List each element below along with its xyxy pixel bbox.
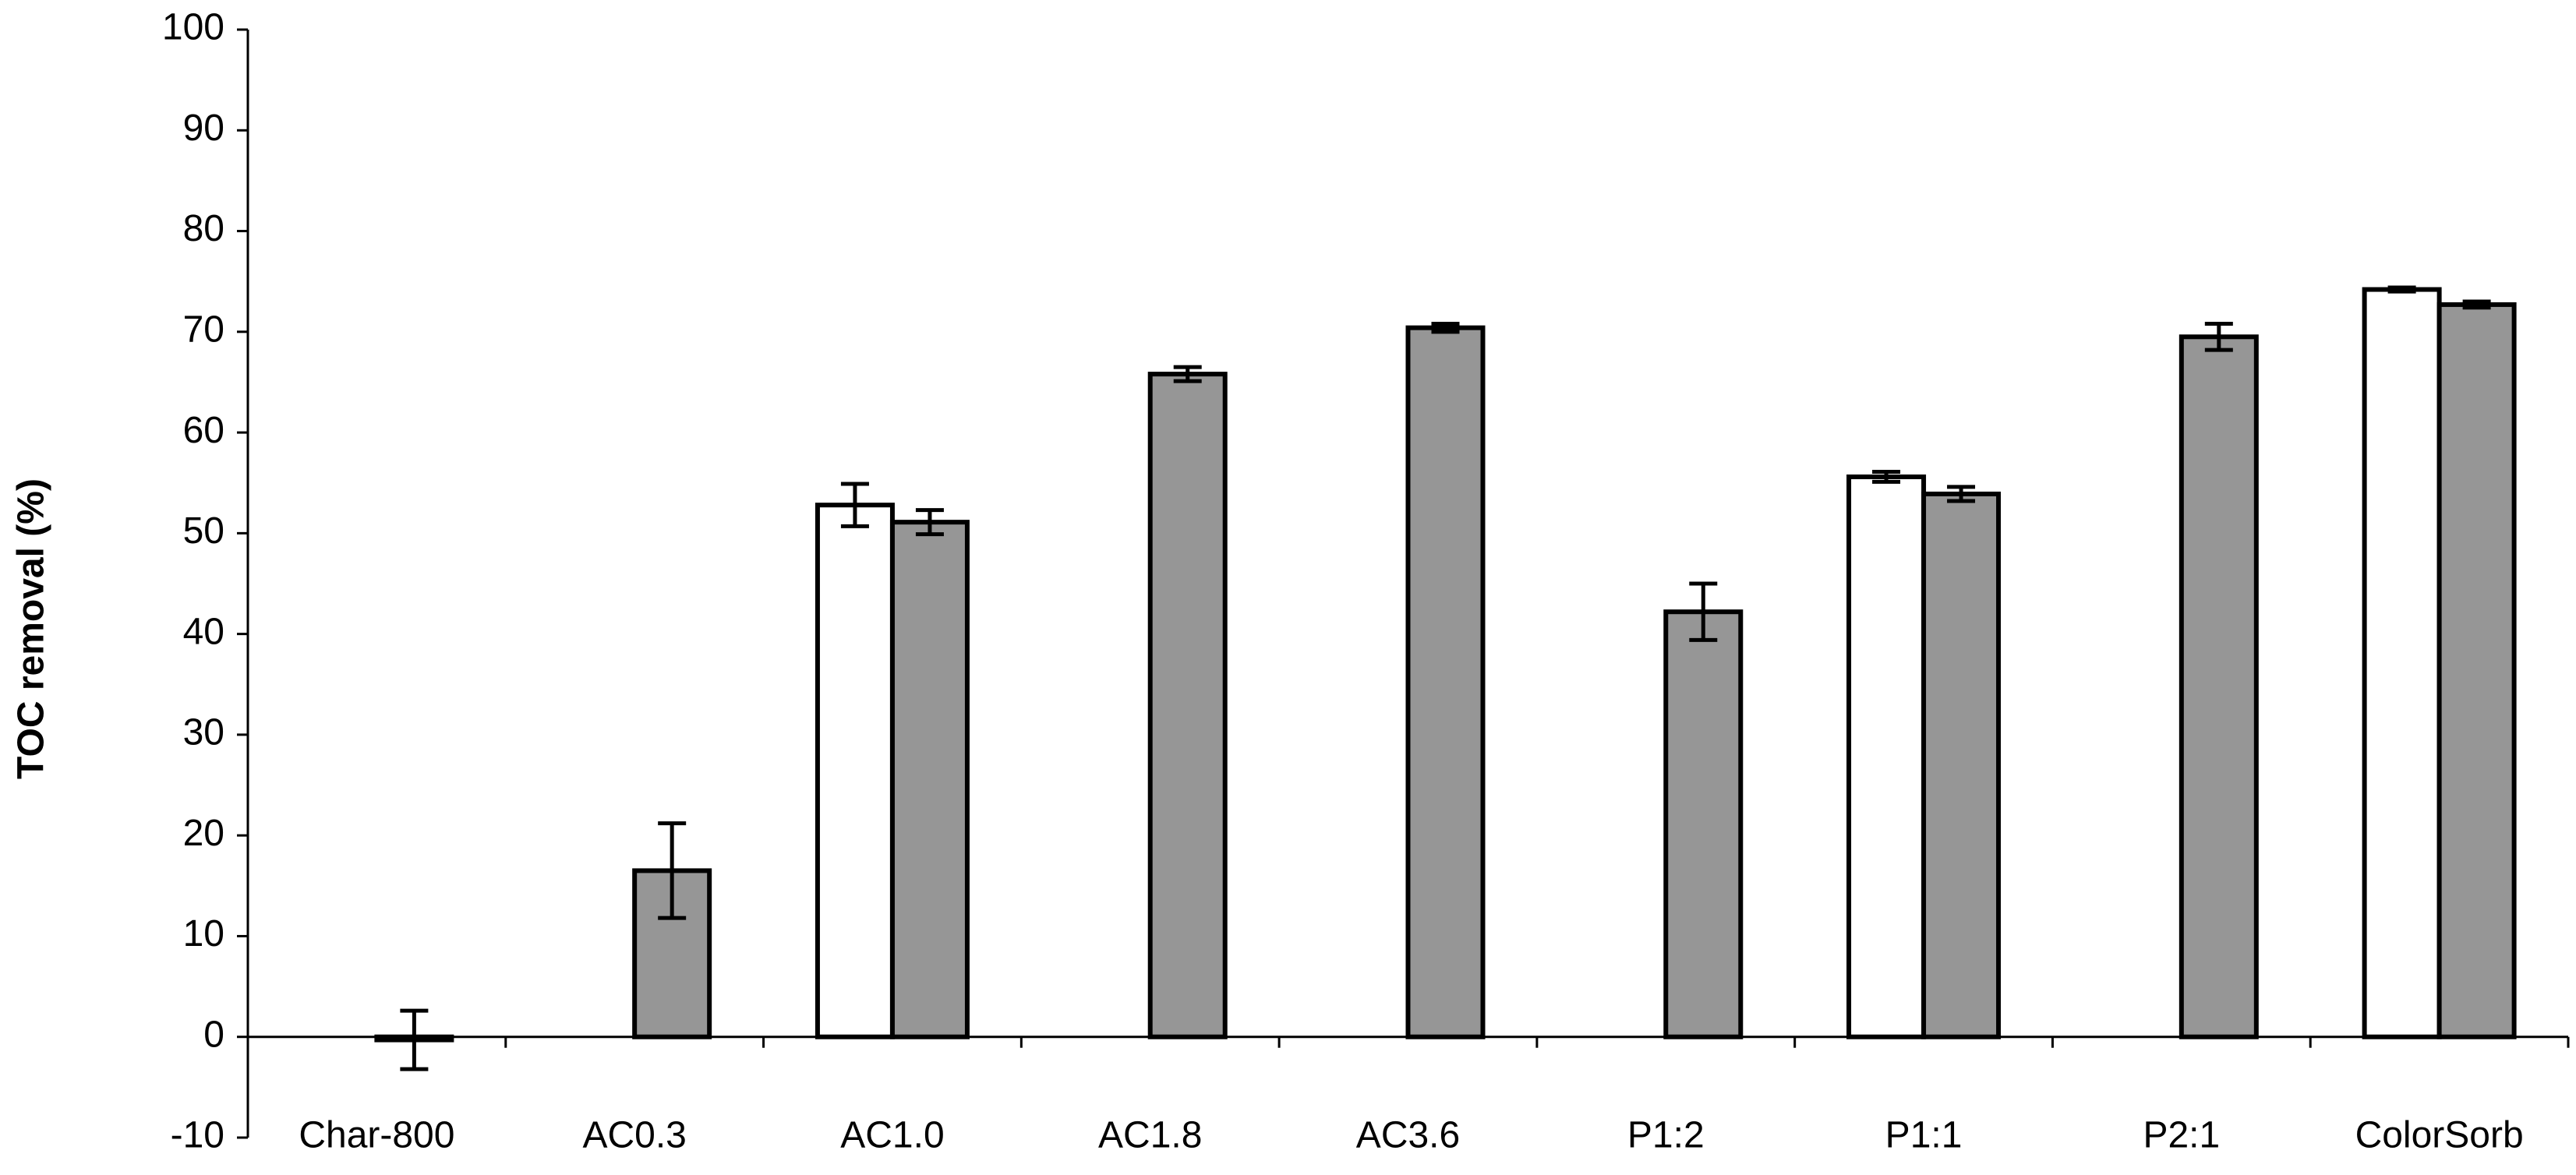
x-category-label: P2:1 <box>2143 1115 2220 1156</box>
bar <box>814 503 895 1039</box>
bar <box>2436 302 2517 1039</box>
y-tick-label: 0 <box>203 1014 224 1055</box>
tick-labels: -10 0 10 20 30 40 50 60 70 80 90 100 Char-800 AC0.3 AC… <box>162 7 2524 1156</box>
y-tick-label: 60 <box>183 410 224 451</box>
bar <box>1147 372 1228 1039</box>
y-tick-label: 10 <box>183 913 224 954</box>
y-tick-label: 90 <box>183 108 224 149</box>
x-category-label: AC0.3 <box>582 1115 686 1156</box>
y-axis-title: TOC removal (%) <box>11 478 52 779</box>
x-category-label: AC3.6 <box>1356 1115 1460 1156</box>
bar <box>1405 325 1486 1039</box>
x-category-label: AC1.0 <box>840 1115 944 1156</box>
x-category-label: AC1.8 <box>1098 1115 1202 1156</box>
x-category-label: ColorSorb <box>2355 1115 2524 1156</box>
bar <box>1663 609 1744 1039</box>
bar <box>1921 491 2002 1039</box>
y-tick-label: 30 <box>183 712 224 753</box>
x-category-label: Char-800 <box>299 1115 454 1156</box>
bar <box>2362 287 2442 1039</box>
y-tick-label: 80 <box>183 208 224 249</box>
x-category-label: P1:1 <box>1885 1115 1963 1156</box>
error-bars <box>400 285 2491 1071</box>
axes <box>237 28 2570 1139</box>
bar <box>889 520 970 1039</box>
y-tick-label: 20 <box>183 813 224 854</box>
y-tick-label: 70 <box>183 309 224 350</box>
y-tick-label: -10 <box>171 1115 224 1156</box>
x-category-label: P1:2 <box>1627 1115 1705 1156</box>
y-tick-label: 40 <box>183 611 224 652</box>
bar <box>2178 334 2259 1039</box>
bars <box>374 287 2517 1043</box>
y-tick-label: 50 <box>183 510 224 552</box>
y-tick-label: 100 <box>162 7 224 48</box>
bar <box>1846 474 1927 1039</box>
